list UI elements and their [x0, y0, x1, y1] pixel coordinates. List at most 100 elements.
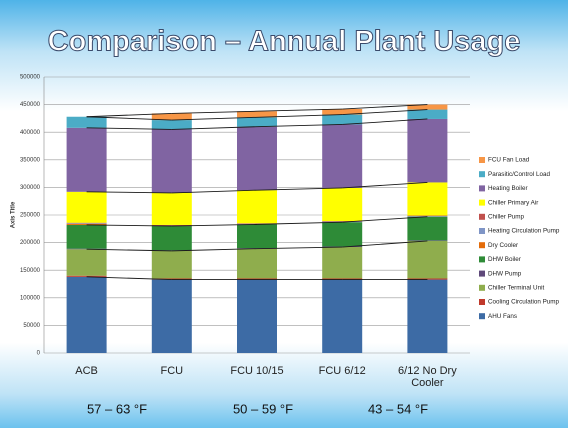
bar-segment: [322, 114, 363, 125]
connector-line: [256, 108, 343, 112]
x-tick-label: FCU 10/15: [230, 365, 284, 377]
x-tick-label-box: ACB: [75, 365, 98, 377]
y-tick-label: 150000: [20, 268, 41, 274]
connector-line: [256, 246, 343, 250]
bar-segment: [66, 223, 107, 224]
bar-segment: [407, 216, 448, 217]
bar-segment: [237, 279, 277, 353]
bar-segment: [151, 192, 192, 225]
bar-segment: [407, 109, 448, 119]
legend-swatch: [479, 270, 485, 277]
legend-label: DHW Pump: [488, 270, 522, 277]
connector-line: [86, 112, 172, 118]
bar-segment: [151, 224, 192, 226]
x-tick-label: 6/12 No Dry Cooler: [398, 365, 457, 389]
bar-segment: [407, 104, 448, 110]
connector-line: [86, 116, 172, 121]
bar-segment: [151, 279, 192, 353]
connector-line: [256, 187, 343, 191]
x-tick-label: ACB: [75, 365, 98, 377]
bar-segment: [237, 224, 277, 249]
legend-swatch: [479, 313, 485, 320]
bar-segment: [237, 111, 277, 118]
legend-label: AHU Fans: [488, 313, 517, 320]
legend-label: DHW Boiler: [488, 256, 521, 263]
bar-segment: [151, 120, 192, 130]
bar-segment: [407, 278, 448, 280]
legend-label: Heating Circulation Pump: [488, 228, 560, 235]
connector-line: [171, 223, 258, 227]
bar-segment: [322, 278, 363, 280]
legend-label: Heating Boiler: [488, 185, 528, 192]
bar-segment: [322, 279, 363, 353]
bar-segment: [322, 187, 363, 222]
y-tick-label: 200000: [20, 240, 41, 246]
connector-line: [342, 240, 428, 248]
bar-segment: [66, 275, 107, 277]
legend-swatch: [479, 199, 485, 206]
bar-segment: [407, 215, 448, 217]
connector-line: [86, 248, 172, 252]
temperature-range: 50 – 59 °F: [233, 401, 293, 416]
x-tick-label-box: FCU 6/12: [318, 365, 366, 377]
bar-segment: [237, 278, 277, 280]
bar-segment: [322, 222, 363, 247]
x-tick-label-box: FCU: [160, 365, 184, 377]
y-tick-label: 450000: [20, 102, 41, 108]
bar-segment: [237, 117, 277, 127]
bar-segment: [322, 221, 363, 222]
bar-segment: [407, 216, 448, 241]
connector-line: [171, 248, 258, 252]
temperature-range: 43 – 54 °F: [368, 401, 428, 416]
connector-line: [171, 110, 258, 114]
legend-swatch: [479, 171, 485, 178]
y-tick-label: 0: [37, 351, 41, 357]
bar-segment: [237, 248, 277, 279]
y-tick-label: 400000: [20, 130, 41, 136]
bar-segment: [151, 250, 192, 279]
bar-segment: [66, 116, 107, 128]
legend-swatch: [479, 213, 485, 220]
x-tick-label: FCU: [160, 365, 184, 377]
legend-label: Chiller Primary Air: [488, 199, 538, 206]
connector-line: [342, 109, 428, 115]
bar-segment: [66, 191, 107, 223]
connector-line: [342, 104, 428, 110]
y-tick-label: 500000: [20, 75, 41, 81]
connector-line: [86, 224, 172, 227]
bar-segment: [66, 223, 107, 225]
bar-segment: [407, 182, 448, 216]
y-tick-label: 50000: [23, 323, 40, 329]
bar-segment: [66, 127, 107, 192]
bar-segment: [407, 240, 448, 279]
legend-swatch: [479, 284, 485, 291]
legend-label: FCU Fan Load: [488, 157, 530, 164]
bar-segment: [237, 190, 277, 224]
bar-segment: [407, 118, 448, 183]
connector-line: [86, 276, 172, 281]
bar-segment: [151, 129, 192, 193]
legend-swatch: [479, 185, 485, 192]
bar-segment: [66, 224, 107, 249]
legend-swatch: [479, 228, 485, 234]
legend-swatch: [479, 299, 485, 305]
legend-swatch: [479, 242, 485, 249]
x-tick-label: FCU 6/12: [318, 365, 366, 377]
connector-line: [256, 221, 343, 225]
legend-swatch: [479, 157, 485, 163]
bar-segment: [66, 249, 107, 276]
connector-line: [256, 124, 343, 128]
bar-segment: [151, 278, 192, 280]
connector-line: [342, 118, 428, 125]
temperature-range: 57 – 63 °F: [87, 401, 147, 416]
connector-line: [86, 127, 172, 130]
bar-segment: [322, 109, 363, 115]
y-tick-label: 350000: [20, 157, 41, 163]
y-axis-title: Axis Title: [11, 201, 17, 228]
x-tick-label-box: FCU 10/15: [230, 365, 284, 377]
legend-label: Chiller Terminal Unit: [488, 284, 544, 291]
connector-line: [342, 181, 428, 189]
legend-label: Parasitic/Control Load: [488, 171, 550, 178]
